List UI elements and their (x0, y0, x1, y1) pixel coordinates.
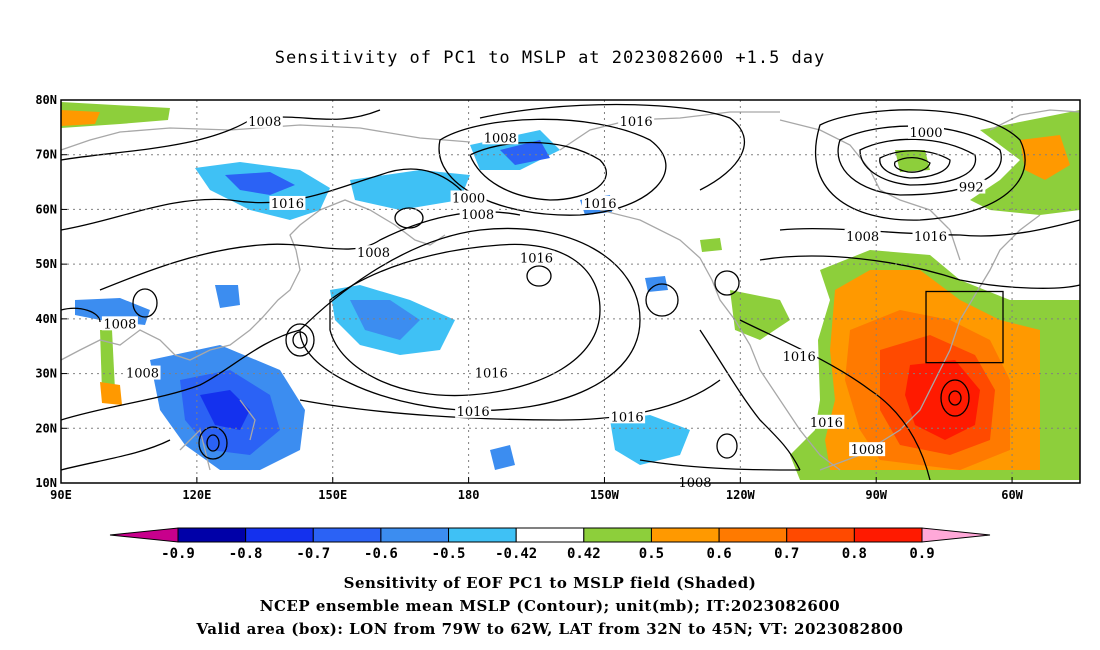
contour-label: 1016 (611, 410, 644, 425)
lat-tick-label: 60N (35, 202, 57, 216)
lon-tick-label: 180 (458, 488, 480, 502)
figure-title: Sensitivity of PC1 to MSLP at 2023082600… (274, 48, 826, 68)
graticule (61, 100, 1080, 483)
caption-line-3: Valid area (box): LON from 79W to 62W, L… (196, 620, 904, 638)
colorbar-label: -0.5 (432, 546, 466, 562)
lon-tick-label: 60W (1001, 488, 1023, 502)
contour-label: 1016 (520, 252, 553, 267)
contour-label: 1016 (810, 416, 843, 431)
lat-tick-label: 30N (35, 367, 57, 381)
valid-area-box (925, 290, 1004, 364)
axis-labels: 90E 120E 150E 180 150W 120W 90W 60W 80N 70N 60N 50N… (35, 93, 1023, 502)
contour-label: 1008 (126, 367, 159, 382)
lat-tick-label: 40N (35, 312, 57, 326)
colorbar-low-extend (109, 527, 179, 543)
colorbar-label: -0.9 (161, 546, 195, 562)
contour-label: 1016 (475, 367, 508, 382)
coastlines (60, 109, 1081, 471)
colorbar-label: 0.8 (842, 546, 867, 562)
contour-label: 1008 (248, 115, 281, 130)
lat-tick-label: 20N (35, 421, 57, 435)
contour-label: 1008 (103, 317, 136, 332)
lon-tick-label: 120E (182, 488, 211, 502)
contour-label: 1016 (620, 115, 653, 130)
colorbar-label: 0.7 (774, 546, 799, 562)
colorbar-label: 0.9 (909, 546, 934, 562)
colorbar-label: -0.42 (495, 546, 537, 562)
contour-label: 1008 (357, 246, 390, 261)
colorbar-segment (515, 527, 585, 543)
colorbar-segment (177, 527, 247, 543)
colorbar-segment (650, 527, 720, 543)
contour-label: 1008 (484, 131, 517, 146)
colorbar-segment (312, 527, 382, 543)
lon-tick-label: 120W (726, 488, 756, 502)
colorbar: -0.9 -0.8 -0.7 -0.6 -0.5 -0.42 0.42 0.5 0.6 0.7 0.… (109, 527, 991, 562)
contour-label: 1016 (271, 197, 304, 212)
contour-label: 1016 (583, 197, 616, 212)
contour-label: 1008 (851, 443, 884, 458)
colorbar-label: -0.7 (296, 546, 330, 562)
lat-tick-label: 70N (35, 148, 57, 162)
lat-tick-label: 50N (35, 257, 57, 271)
contour-label: 1000 (909, 126, 942, 141)
colorbar-label: 0.5 (639, 546, 664, 562)
contour-label: 1008 (461, 208, 494, 223)
colorbar-segment (380, 527, 450, 543)
colorbar-segment (245, 527, 314, 543)
map-plot: 1008 1016 1008 1016 1008 1000 1008 1016 1016 1000… (60, 99, 1081, 491)
contour-label: 1016 (457, 405, 490, 420)
lon-tick-label: 90W (865, 488, 887, 502)
colorbar-label: 0.42 (567, 546, 601, 562)
lat-tick-label: 80N (35, 93, 57, 107)
contour-label: 1016 (783, 350, 816, 365)
lat-tick-label: 10N (35, 476, 57, 490)
contour-label: 992 (959, 181, 984, 196)
colorbar-label: -0.6 (364, 546, 398, 562)
lon-tick-label: 90E (50, 488, 72, 502)
lon-tick-label: 150W (590, 488, 620, 502)
sensitivity-shading (61, 102, 1080, 480)
colorbar-segment (583, 527, 652, 543)
caption-line-1: Sensitivity of EOF PC1 to MSLP field (Sh… (343, 574, 757, 592)
colorbar-segment (853, 527, 923, 543)
colorbar-high-extend (921, 527, 991, 543)
colorbar-label: -0.8 (229, 546, 263, 562)
contour-label: 1016 (914, 230, 947, 245)
colorbar-segment (718, 527, 788, 543)
lon-tick-label: 150E (318, 488, 347, 502)
contour-label: 1000 (452, 191, 485, 206)
colorbar-segment (448, 527, 517, 543)
caption-line-2: NCEP ensemble mean MSLP (Contour); unit(… (259, 597, 841, 615)
map-frame (60, 99, 1081, 484)
colorbar-segment (786, 527, 855, 543)
contour-label: 1008 (846, 230, 879, 245)
colorbar-label: 0.6 (706, 546, 731, 562)
